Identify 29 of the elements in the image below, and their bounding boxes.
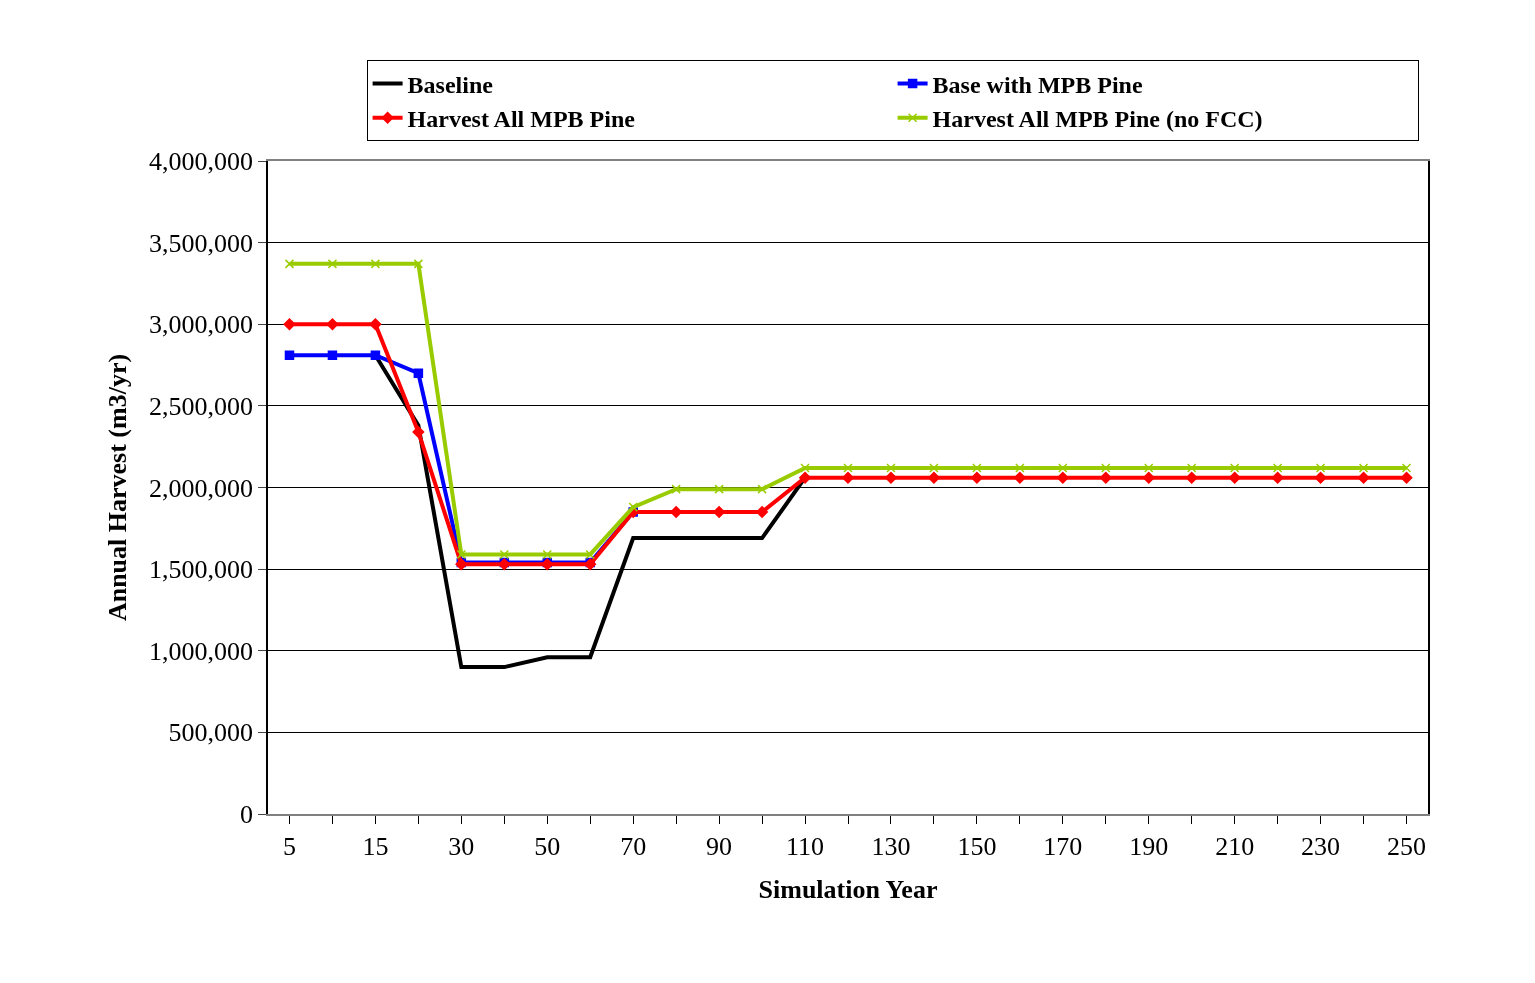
x-tick-label: 50 xyxy=(534,831,561,861)
x-tick-label: 250 xyxy=(1387,831,1427,861)
x-tick-label: 5 xyxy=(282,831,296,861)
y-tick-label: 2,000,000 xyxy=(149,473,254,503)
x-tick-label: 130 xyxy=(871,831,911,861)
x-tick-label: 15 xyxy=(362,831,389,861)
legend-label: Harvest All MPB Pine (no FCC) xyxy=(932,106,1263,133)
x-axis-title: Simulation Year xyxy=(758,875,938,905)
x-tick-label: 150 xyxy=(957,831,997,861)
y-tick-label: 0 xyxy=(240,800,254,830)
x-tick-label: 230 xyxy=(1301,831,1341,861)
x-tick-label: 30 xyxy=(448,831,475,861)
y-tick-label: 1,500,000 xyxy=(149,555,254,585)
y-tick-label: 500,000 xyxy=(168,718,254,748)
legend-label: Baseline xyxy=(407,71,494,98)
y-tick-label: 3,500,000 xyxy=(149,228,254,258)
x-tick-label: 170 xyxy=(1043,831,1083,861)
y-tick-label: 1,000,000 xyxy=(149,636,254,666)
y-axis-title: Annual Harvest (m3/yr) xyxy=(102,353,132,622)
y-tick-label: 2,500,000 xyxy=(149,391,254,421)
x-tick-label: 110 xyxy=(786,831,825,861)
y-tick-label: 4,000,000 xyxy=(149,147,254,177)
y-tick-label: 3,000,000 xyxy=(149,310,254,340)
x-tick-label: 190 xyxy=(1129,831,1169,861)
x-tick-label: 70 xyxy=(620,831,647,861)
x-tick-label: 210 xyxy=(1215,831,1255,861)
legend-label: Base with MPB Pine xyxy=(932,71,1143,98)
legend-label: Harvest All MPB Pine xyxy=(407,106,636,133)
x-tick-label: 90 xyxy=(706,831,733,861)
